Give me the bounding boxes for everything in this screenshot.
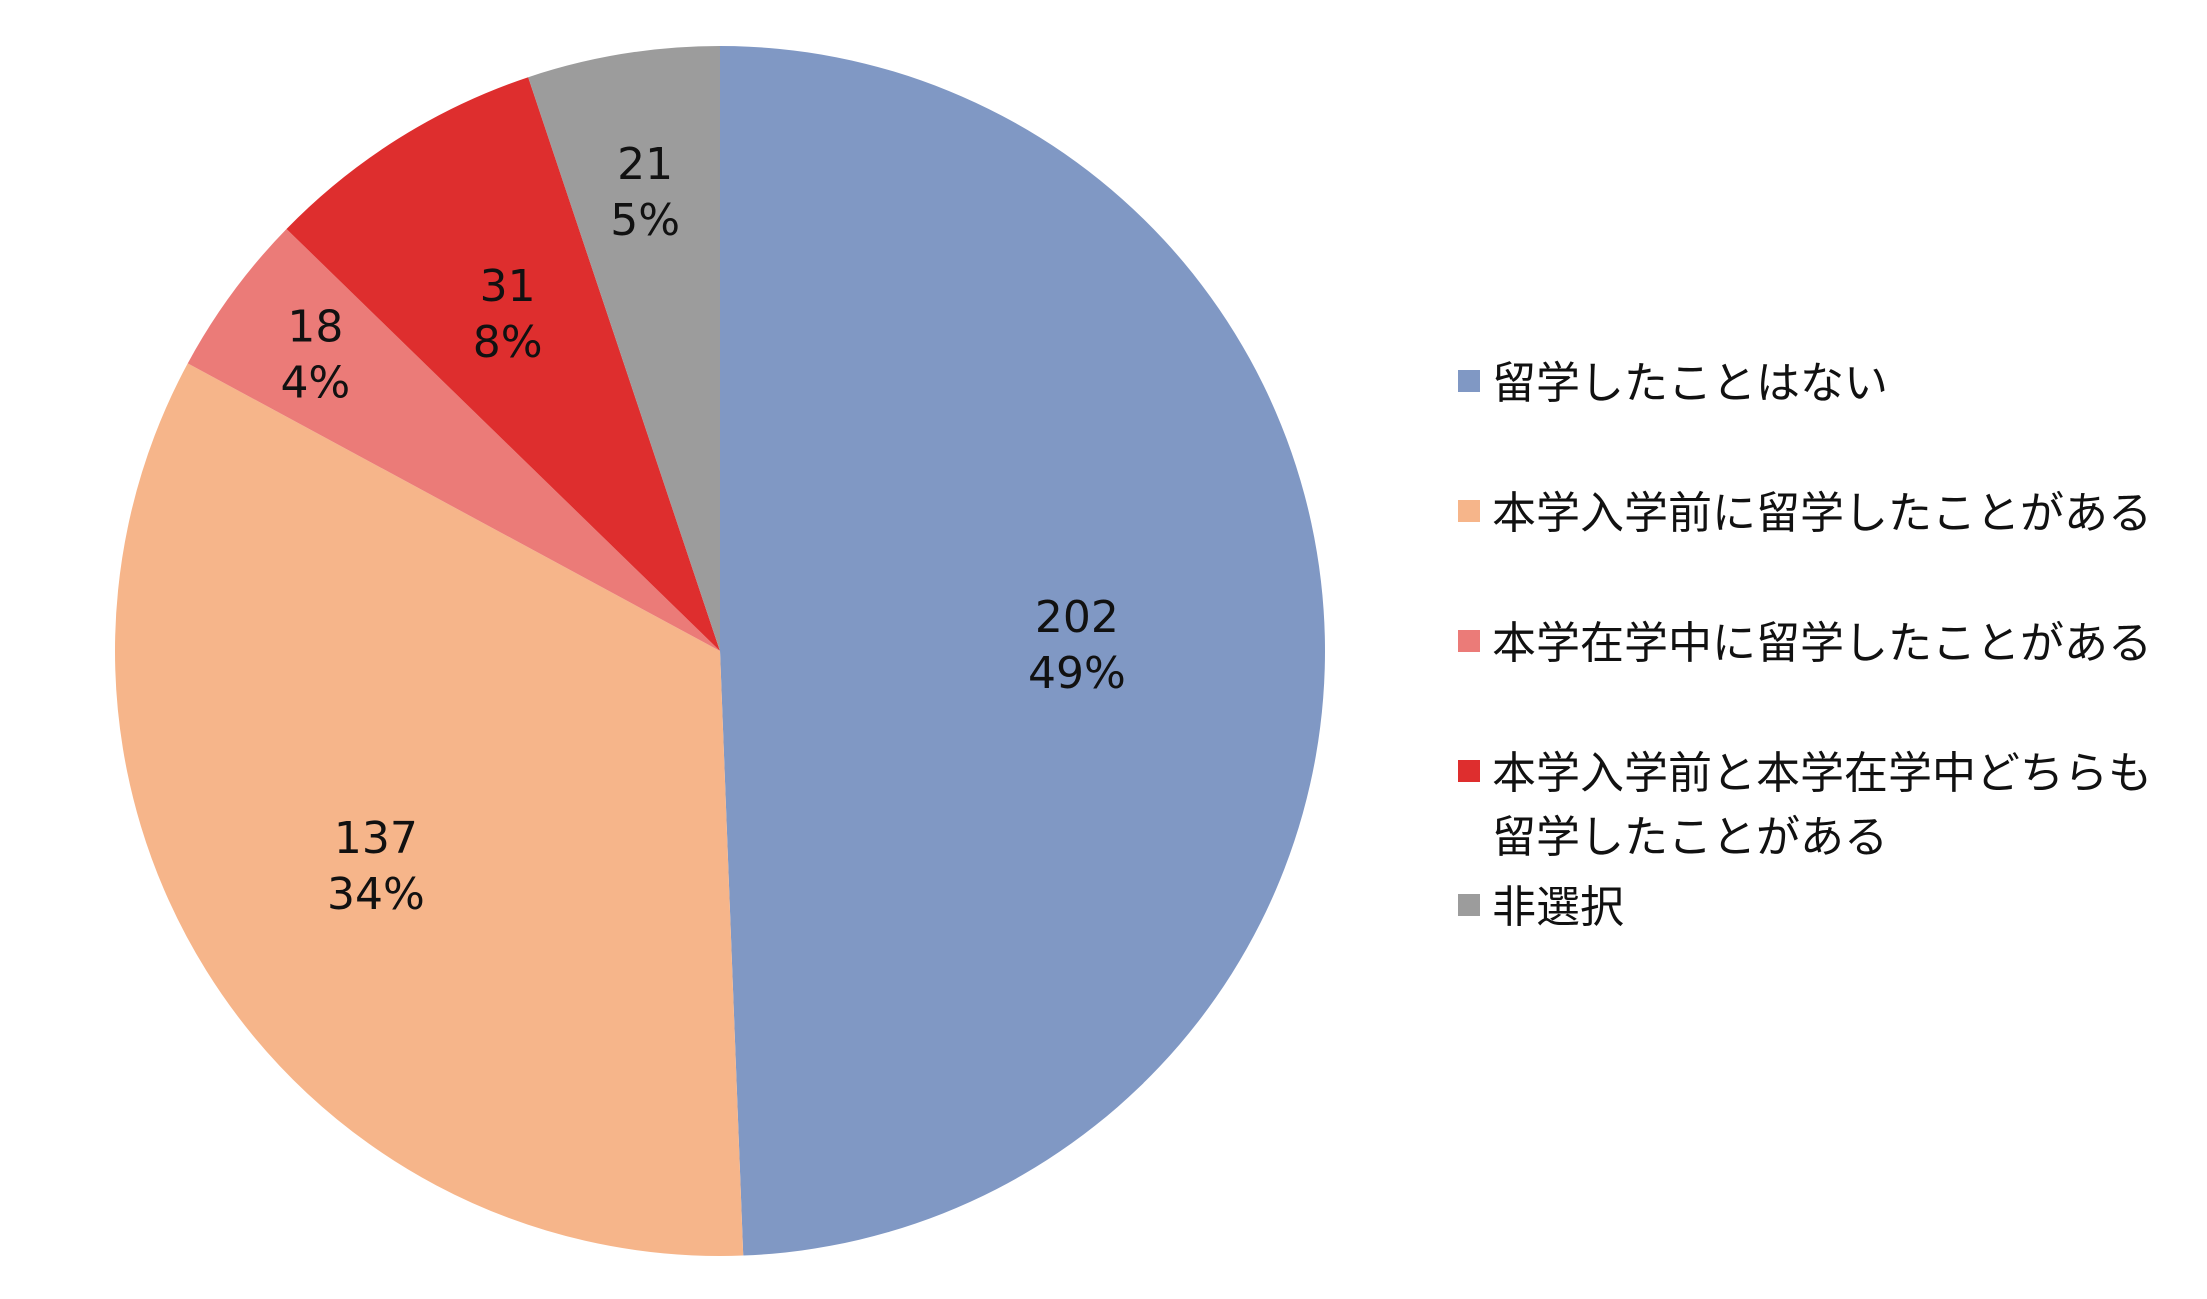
legend-swatch xyxy=(1458,760,1480,782)
slice-value-label: 18 xyxy=(287,302,343,353)
pie-slice-no-study-abroad xyxy=(720,46,1325,1256)
slice-value-label: 31 xyxy=(480,261,536,312)
legend-swatch xyxy=(1458,370,1480,392)
legend-item-before-enrollment: 本学入学前に留学したことがある xyxy=(1458,482,2198,546)
legend-item-not-selected: 非選択 xyxy=(1458,876,2198,940)
slice-percent-label: 49% xyxy=(1028,648,1126,699)
legend-item-during-enrollment: 本学在学中に留学したことがある xyxy=(1458,612,2198,676)
slice-percent-label: 5% xyxy=(610,195,680,246)
pie-slice-before-enrollment xyxy=(114,363,744,1257)
pie-slice-not-selected xyxy=(528,46,720,651)
legend-swatch xyxy=(1458,894,1480,916)
legend-label: 本学入学前に留学したことがある xyxy=(1492,488,2152,539)
legend-label: 留学したことはない xyxy=(1492,358,1888,409)
legend-label: 本学在学中に留学したことがある xyxy=(1492,618,2152,669)
legend-label: 非選択 xyxy=(1492,882,1624,933)
legend-swatch xyxy=(1458,500,1480,522)
legend: 留学したことはない 本学入学前に留学したことがある 本学在学中に留学したことがあ… xyxy=(1458,352,2198,1006)
pie-slice-both xyxy=(286,77,720,652)
slice-percent-label: 34% xyxy=(327,869,425,920)
pie-slice-during-enrollment xyxy=(187,228,720,651)
slice-percent-label: 8% xyxy=(473,317,543,368)
legend-item-both: 本学入学前と本学在学中どちらも留学したことがある xyxy=(1458,742,2198,870)
legend-swatch xyxy=(1458,630,1480,652)
slice-value-label: 21 xyxy=(617,139,673,190)
slice-value-label: 137 xyxy=(334,813,418,864)
slice-percent-label: 4% xyxy=(280,358,350,409)
legend-label: 本学入学前と本学在学中どちらも留学したことがある xyxy=(1492,748,2152,863)
slice-value-label: 202 xyxy=(1035,592,1119,643)
legend-item-no-study-abroad: 留学したことはない xyxy=(1458,352,2198,416)
pie-slices xyxy=(114,46,1325,1257)
